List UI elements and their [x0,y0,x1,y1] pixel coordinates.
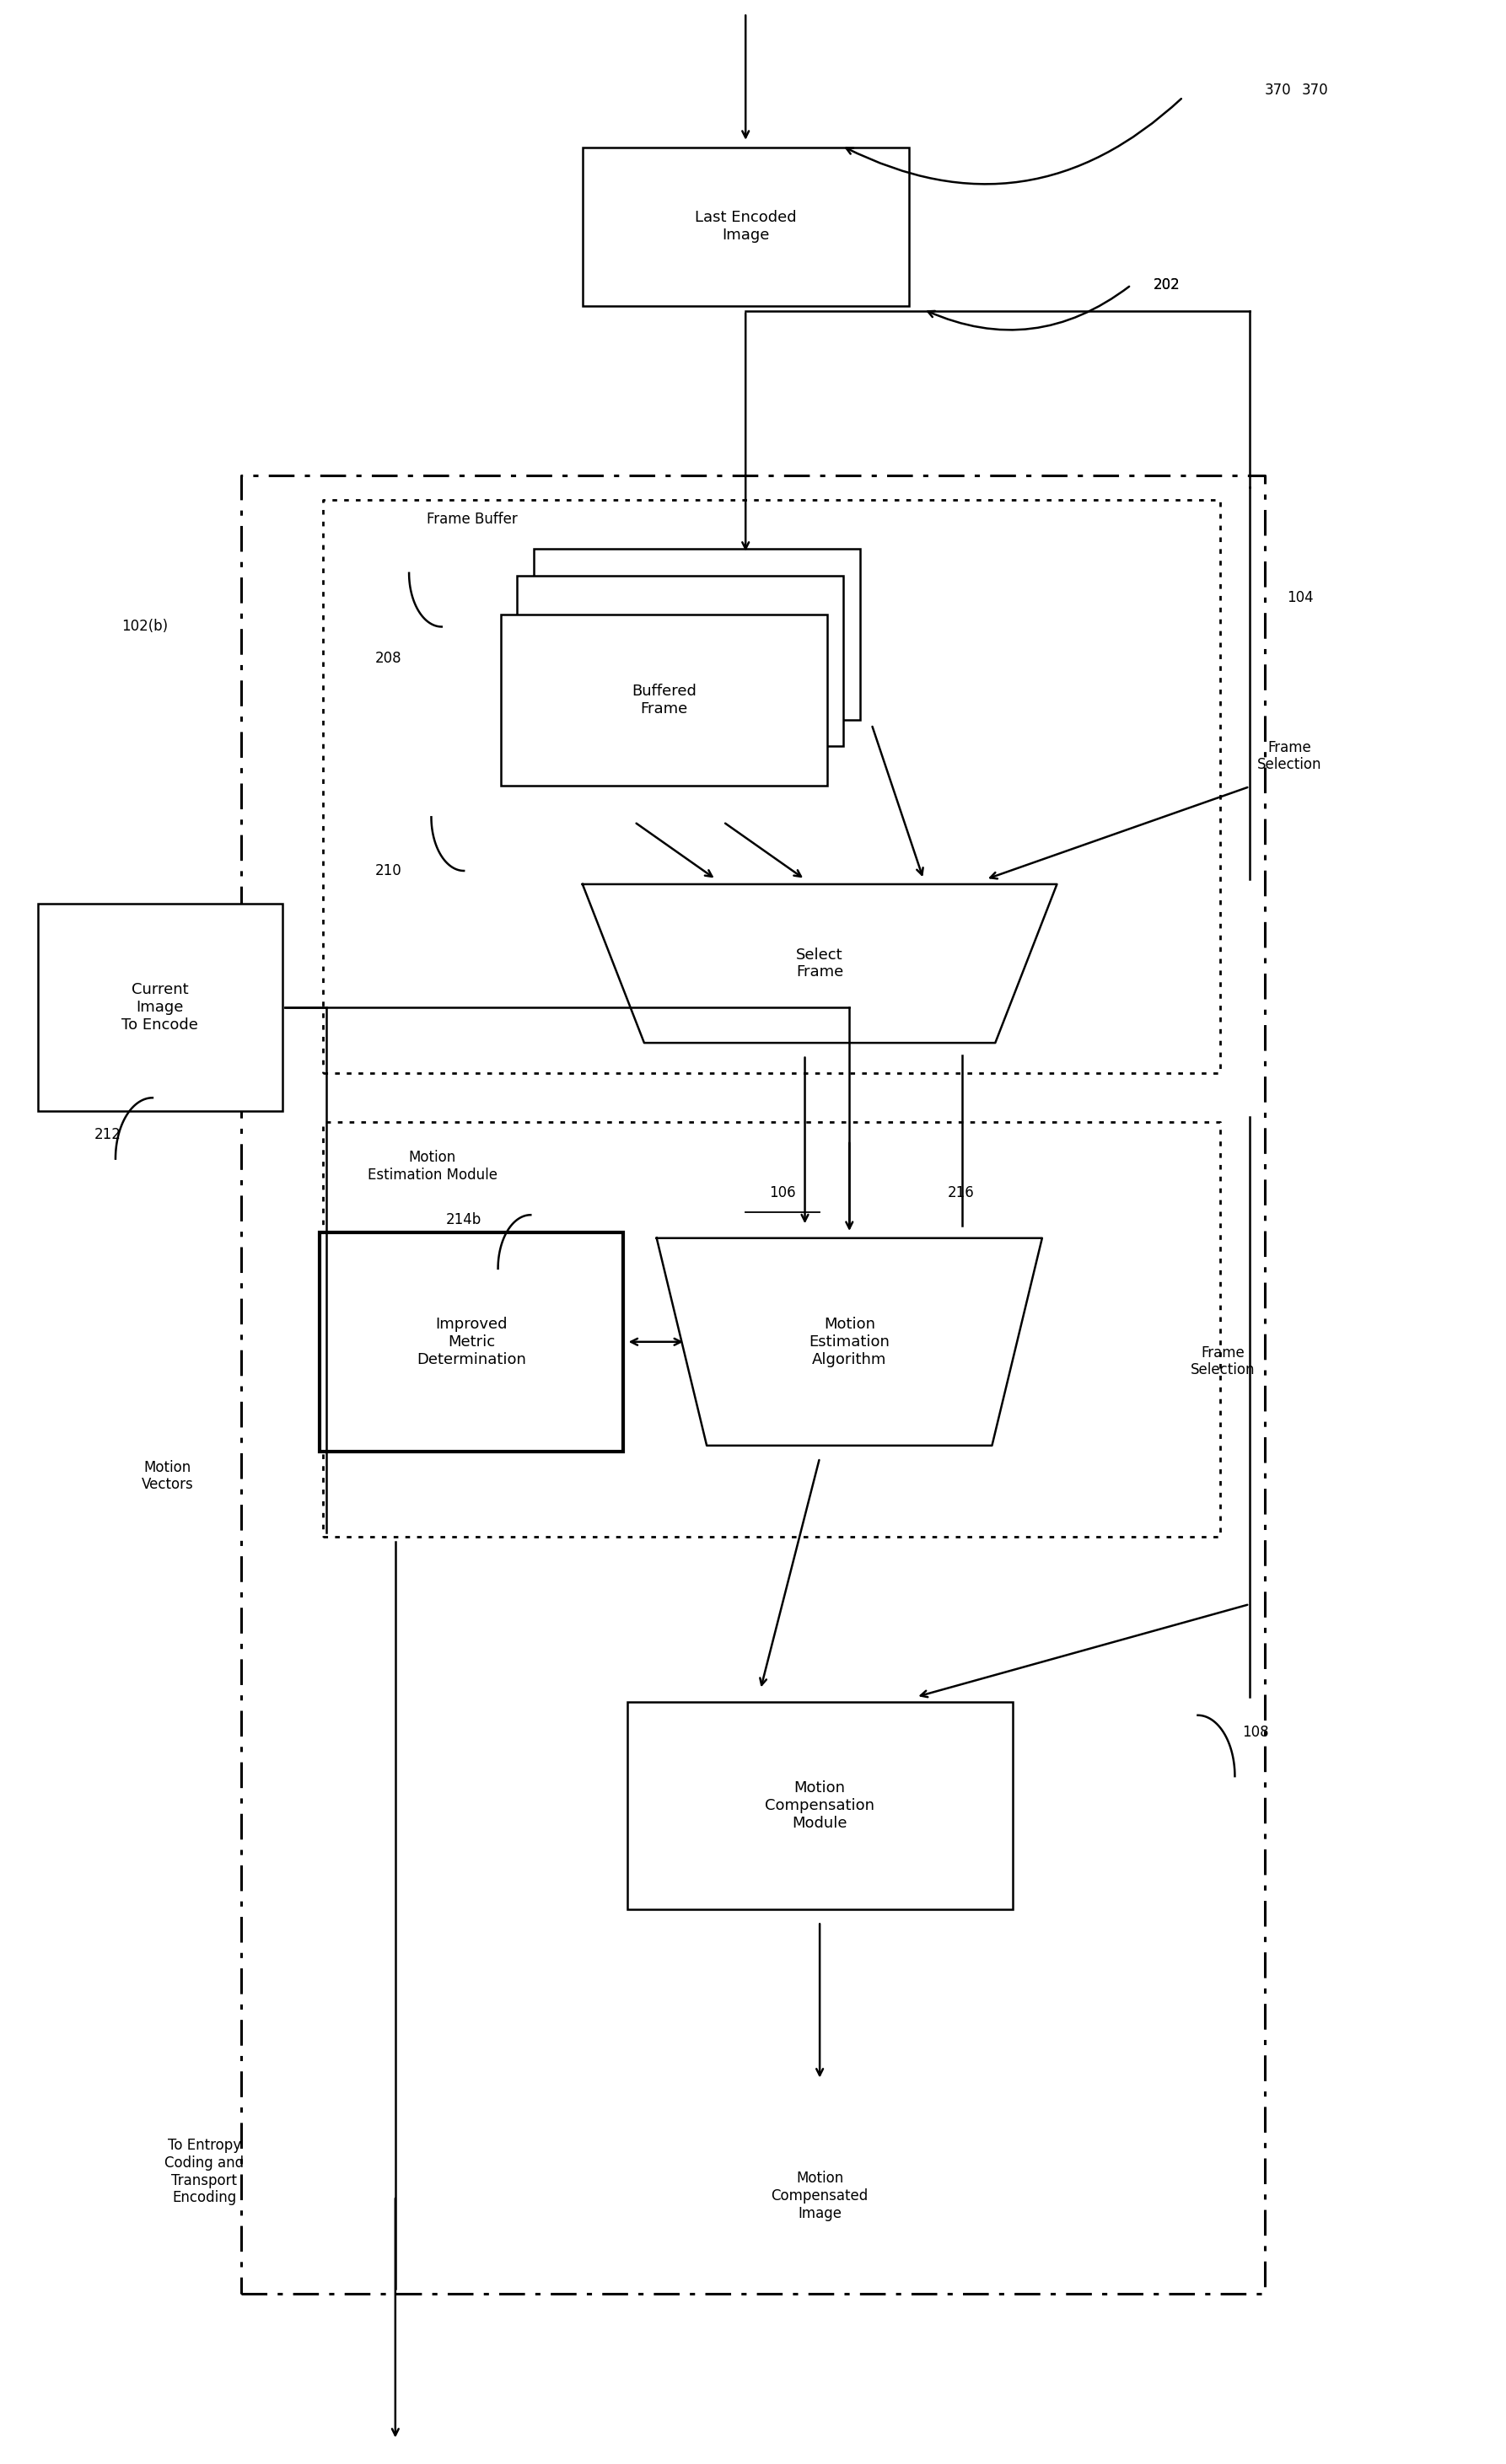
Text: 104: 104 [1286,589,1313,606]
Text: Buffered
Frame: Buffered Frame [631,683,696,717]
Text: Select
Frame: Select Frame [797,946,843,981]
Text: 214b: 214b [446,1212,482,1227]
Text: Motion
Compensation
Module: Motion Compensation Module [765,1781,875,1831]
Text: Motion
Estimation
Algorithm: Motion Estimation Algorithm [809,1316,890,1368]
Text: 202: 202 [1154,278,1181,293]
Text: Last Encoded
Image: Last Encoded Image [694,209,797,244]
Polygon shape [657,1237,1042,1446]
FancyBboxPatch shape [517,577,843,747]
Text: Frame
Selection: Frame Selection [1258,739,1322,771]
Text: 208: 208 [375,650,402,665]
FancyBboxPatch shape [626,1703,1012,1910]
FancyBboxPatch shape [501,614,827,786]
Polygon shape [583,885,1057,1042]
Text: Motion
Compensated
Image: Motion Compensated Image [771,2171,869,2220]
FancyBboxPatch shape [319,1232,623,1451]
FancyBboxPatch shape [38,904,282,1111]
Text: 102(b): 102(b) [122,618,169,633]
FancyBboxPatch shape [533,549,860,719]
Text: 108: 108 [1242,1725,1270,1740]
FancyBboxPatch shape [583,148,908,306]
Text: 212: 212 [95,1126,122,1141]
Text: Motion
Estimation Module: Motion Estimation Module [367,1151,497,1183]
Text: 210: 210 [375,862,402,877]
Text: Improved
Metric
Determination: Improved Metric Determination [417,1316,526,1368]
Text: 202: 202 [1154,278,1181,293]
Text: 370: 370 [1301,81,1328,99]
Text: Motion
Vectors: Motion Vectors [142,1459,193,1493]
Text: Frame Buffer: Frame Buffer [426,513,518,527]
Text: 106: 106 [770,1185,797,1200]
Text: 216: 216 [947,1185,974,1200]
Text: To Entropy
Coding and
Transport
Encoding: To Entropy Coding and Transport Encoding [164,2139,244,2205]
Text: 370: 370 [1265,81,1291,99]
Text: Current
Image
To Encode: Current Image To Encode [122,983,199,1032]
Text: Frame
Selection: Frame Selection [1190,1345,1254,1377]
